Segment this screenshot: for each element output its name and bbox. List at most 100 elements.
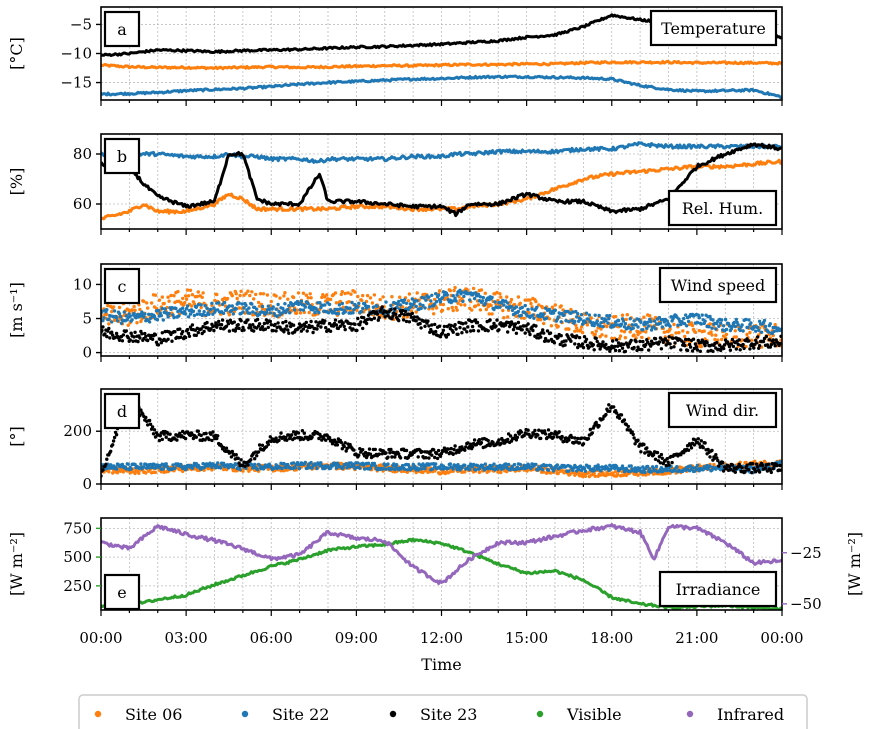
- point-site23: [604, 412, 608, 417]
- point-site22: [622, 469, 627, 474]
- point-site23: [310, 435, 314, 439]
- point-site23: [619, 413, 624, 417]
- point-site22: [719, 321, 723, 325]
- point-site23: [444, 335, 449, 339]
- point-site23: [205, 320, 209, 325]
- point-site23: [617, 349, 622, 353]
- point-site06: [537, 303, 541, 307]
- x-axis-label: Time: [421, 655, 461, 674]
- point-site23: [475, 320, 480, 325]
- point-site06: [710, 333, 714, 337]
- point-site23: [309, 319, 313, 324]
- point-site23: [237, 326, 241, 331]
- point-site22: [434, 299, 439, 304]
- point-site06: [580, 474, 585, 479]
- point-site22: [582, 466, 587, 471]
- point-site22: [646, 320, 650, 324]
- point-site22: [366, 461, 371, 465]
- point-site23: [527, 330, 531, 334]
- point-site06: [190, 293, 195, 297]
- point-site06: [196, 290, 200, 294]
- point-site23: [579, 436, 584, 440]
- point-site22: [298, 308, 303, 312]
- point-site06: [592, 471, 596, 476]
- legend-label: Infrared: [717, 705, 784, 724]
- point-site23: [752, 346, 756, 350]
- point-site23: [766, 462, 771, 466]
- point-site06: [685, 330, 690, 335]
- point-site23: [611, 339, 615, 343]
- point-site06: [106, 303, 110, 308]
- point-site22: [423, 306, 427, 310]
- point-site23: [576, 436, 580, 441]
- point-site23: [755, 462, 759, 466]
- legend-marker: [389, 710, 397, 718]
- point-site22: [319, 461, 323, 465]
- point-site23: [357, 453, 361, 457]
- point-site23: [770, 461, 774, 466]
- point-site22: [160, 462, 164, 466]
- point-site22: [160, 306, 164, 311]
- point-site06: [529, 301, 533, 306]
- point-site23: [734, 347, 738, 351]
- point-site23: [158, 434, 162, 438]
- point-site23: [620, 346, 625, 350]
- point-site06: [431, 307, 435, 311]
- point-site22: [122, 310, 127, 314]
- point-site23: [441, 328, 446, 332]
- point-site22: [454, 299, 458, 303]
- point-site22: [690, 466, 695, 470]
- point-site22: [597, 465, 601, 470]
- point-site06: [201, 291, 205, 295]
- point-site23: [641, 339, 645, 344]
- point-site06: [600, 333, 604, 337]
- point-site06: [157, 298, 162, 302]
- point-site23: [268, 319, 272, 324]
- point-site06: [499, 470, 503, 475]
- point-site23: [461, 322, 465, 326]
- point-site23: [101, 468, 105, 472]
- point-site23: [428, 330, 432, 334]
- point-site23: [434, 329, 438, 334]
- point-site06: [340, 290, 344, 294]
- point-site22: [244, 303, 248, 308]
- point-site06: [477, 470, 482, 475]
- x-tick-label: 00:00: [79, 629, 122, 647]
- point-site06: [117, 305, 122, 310]
- point-site23: [694, 345, 699, 349]
- point-site23: [160, 331, 164, 335]
- point-site23: [664, 463, 668, 468]
- legend-marker: [686, 710, 694, 718]
- point-site06: [522, 316, 526, 320]
- x-tick-label: 18:00: [590, 629, 633, 647]
- point-site06: [309, 296, 313, 300]
- x-tick-label: 12:00: [420, 629, 463, 647]
- point-site23: [164, 435, 168, 439]
- point-site23: [612, 405, 616, 409]
- point-site22: [230, 304, 234, 308]
- point-site23: [597, 424, 601, 428]
- point-site23: [736, 342, 740, 347]
- point-site22: [161, 318, 165, 322]
- point-site23: [486, 329, 490, 333]
- point-site22: [142, 465, 146, 469]
- point-site23: [546, 339, 551, 343]
- point-site22: [734, 317, 738, 322]
- point-site06: [254, 292, 258, 297]
- point-site22: [222, 300, 227, 305]
- point-site22: [591, 321, 595, 325]
- point-site06: [295, 308, 300, 312]
- point-site22: [658, 321, 663, 325]
- point-site23: [548, 331, 553, 335]
- point-site22: [171, 463, 175, 467]
- point-site22: [281, 306, 285, 311]
- point-site22: [275, 314, 279, 319]
- point-site06: [484, 307, 488, 312]
- point-site06: [549, 324, 554, 328]
- point-site22: [593, 313, 597, 317]
- point-site22: [451, 294, 455, 298]
- point-site23: [647, 453, 651, 457]
- point-site23: [549, 431, 554, 436]
- point-site22: [514, 305, 519, 309]
- legend-marker: [94, 710, 102, 718]
